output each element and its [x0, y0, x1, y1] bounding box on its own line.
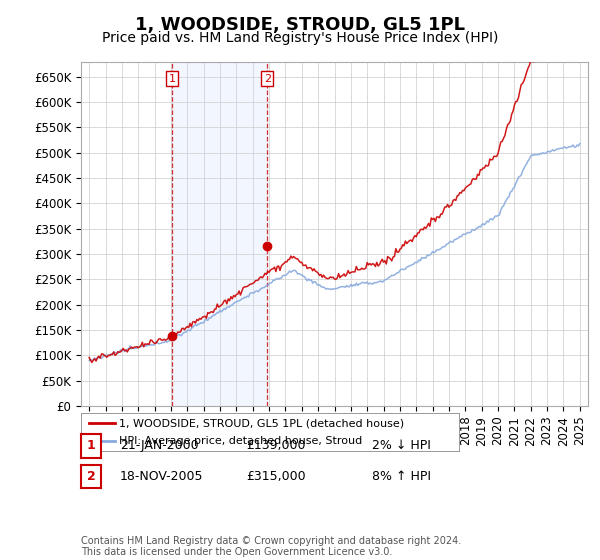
Text: 1: 1 — [169, 74, 175, 83]
Text: HPI: Average price, detached house, Stroud: HPI: Average price, detached house, Stro… — [119, 436, 362, 446]
Text: 18-NOV-2005: 18-NOV-2005 — [120, 470, 203, 483]
Text: 1: 1 — [86, 439, 95, 452]
Text: 1, WOODSIDE, STROUD, GL5 1PL: 1, WOODSIDE, STROUD, GL5 1PL — [135, 16, 465, 34]
Text: 8% ↑ HPI: 8% ↑ HPI — [372, 470, 431, 483]
Text: 21-JAN-2000: 21-JAN-2000 — [120, 439, 199, 452]
Text: £139,000: £139,000 — [246, 439, 305, 452]
Text: 2: 2 — [263, 74, 271, 83]
Bar — [172, 62, 267, 406]
Text: £315,000: £315,000 — [246, 470, 305, 483]
Text: 2: 2 — [86, 470, 95, 483]
Text: 1, WOODSIDE, STROUD, GL5 1PL (detached house): 1, WOODSIDE, STROUD, GL5 1PL (detached h… — [119, 418, 404, 428]
Text: 2% ↓ HPI: 2% ↓ HPI — [372, 439, 431, 452]
Text: Price paid vs. HM Land Registry's House Price Index (HPI): Price paid vs. HM Land Registry's House … — [102, 31, 498, 45]
Text: Contains HM Land Registry data © Crown copyright and database right 2024.
This d: Contains HM Land Registry data © Crown c… — [81, 535, 461, 557]
